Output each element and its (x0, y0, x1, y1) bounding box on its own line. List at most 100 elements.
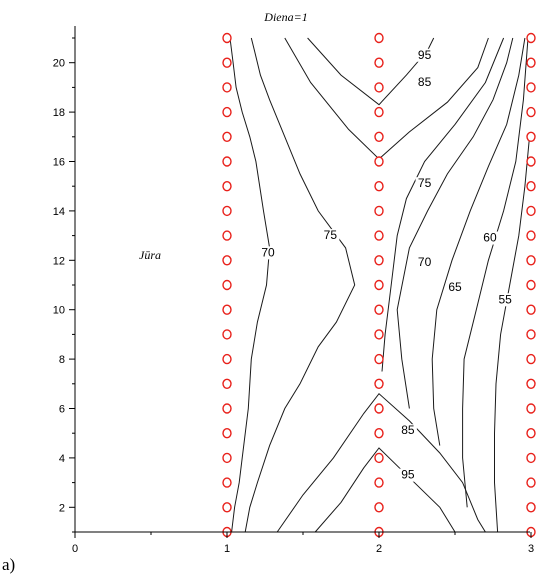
grid-point-marker (374, 205, 384, 217)
panel-label: a) (2, 555, 15, 574)
contour-line-65 (431, 37, 526, 446)
contour-line-55 (494, 136, 530, 533)
grid-point-marker (374, 378, 384, 389)
contour-label: 65 (446, 280, 464, 294)
grid-point-marker (222, 403, 232, 414)
grid-point-marker (526, 32, 536, 44)
y-tick-label: 14 (53, 206, 65, 218)
x-tick-label: 3 (528, 543, 534, 555)
grid-point-marker (374, 304, 384, 315)
grid-point-marker (526, 180, 536, 192)
contour-label-background (398, 468, 417, 482)
y-tick-label: 12 (53, 255, 65, 267)
grid-point-marker (374, 180, 384, 192)
contour-label: 55 (496, 292, 515, 307)
grid-point-marker (526, 403, 536, 414)
contour-label: 75 (321, 228, 340, 243)
contour-label: 75 (415, 176, 434, 191)
contour-label-text: 70 (261, 245, 275, 259)
grid-point-marker (526, 205, 536, 217)
grid-point-marker (374, 230, 384, 241)
contour-label-text: 95 (418, 48, 432, 62)
contour-line-60 (462, 37, 529, 508)
grid-point-marker (222, 279, 232, 291)
contour-label-background (446, 280, 464, 294)
grid-point-marker (374, 255, 384, 266)
contour-label-text: 85 (418, 75, 432, 89)
contour-line-75 (381, 37, 505, 372)
grid-point-marker (374, 156, 384, 167)
grid-point-marker (526, 279, 536, 291)
grid-point-marker (222, 452, 232, 464)
grid-point-marker (222, 230, 232, 241)
contour-label-text: 55 (498, 292, 512, 306)
grid-point-marker (222, 156, 232, 167)
contour-label-background (415, 75, 434, 89)
grid-point-marker (222, 304, 232, 315)
grid-point-marker (526, 106, 536, 118)
grid-point-marker (374, 329, 384, 340)
contour-line-70 (396, 37, 514, 409)
contour-line-95 (307, 37, 435, 106)
contour-label: 60 (480, 231, 499, 245)
grid-point-marker (222, 353, 232, 365)
contour-label-background (415, 177, 434, 191)
grid-point-marker (222, 205, 232, 217)
grid-point-marker (222, 378, 232, 389)
grid-point-marker (526, 477, 536, 488)
grid-point-marker (526, 57, 536, 68)
grid-point-marker (374, 428, 384, 439)
contour-line-85 (276, 392, 486, 533)
x-ticks: 0 1 2 3 (72, 532, 534, 555)
y-tick-label: 4 (59, 453, 65, 465)
contour-label-text: 70 (418, 255, 432, 269)
contour-label-text: 60 (483, 231, 497, 245)
grid-point-marker (526, 230, 536, 241)
contour-label-text: 65 (448, 280, 462, 294)
y-ticks: 2 4 6 8 10 12 14 16 18 20 (53, 37, 75, 533)
grid-point-marker (526, 156, 536, 167)
grid-point-marker (374, 353, 384, 365)
contour-line-75 (244, 37, 356, 533)
grid-point-marker (222, 57, 232, 68)
chart-title: Diena=1 (263, 10, 307, 24)
contour-label-text: 95 (401, 468, 415, 482)
contour-label-background (259, 246, 278, 260)
grid-point-marker (374, 477, 384, 488)
y-tick-label: 20 (53, 58, 65, 70)
contour-label-background (398, 424, 417, 438)
contour-label: 85 (398, 423, 417, 438)
y-tick-label: 2 (59, 502, 65, 514)
grid-point-marker (222, 428, 232, 439)
grid-point-marker (374, 57, 384, 68)
y-tick-label: 10 (53, 305, 65, 317)
grid-point-marker (526, 378, 536, 389)
grid-point-marker (374, 32, 384, 44)
region-label: Jūra (139, 248, 161, 262)
grid-point-marker (222, 477, 232, 488)
grid-point-marker (222, 106, 232, 118)
grid-point-marker (526, 131, 536, 143)
contour-line-95 (314, 447, 456, 533)
y-tick-label: 16 (53, 157, 65, 169)
grid-point-marker (374, 452, 384, 464)
grid-point-marker (222, 82, 232, 93)
grid-point-marker (526, 353, 536, 365)
grid-point-marker (374, 82, 384, 93)
grid-point-marker (526, 304, 536, 315)
grid-point-marker (374, 279, 384, 291)
contour-lines (229, 37, 530, 533)
grid-point-marker (222, 131, 232, 143)
contour-line-85 (284, 37, 489, 160)
contour-label: 95 (398, 468, 417, 482)
contour-value-labels: 70 75 95 85 75 70 65 60 55 85 95 (259, 48, 515, 482)
contour-label-text: 75 (324, 228, 338, 242)
grid-point-marker (526, 452, 536, 464)
contour-label-background (496, 293, 515, 307)
contour-label: 70 (259, 245, 278, 260)
x-tick-label: 1 (224, 543, 230, 555)
grid-point-marker (526, 502, 536, 513)
grid-point-marker (526, 82, 536, 93)
grid-point-marker (222, 502, 232, 513)
x-tick-label: 0 (72, 543, 78, 555)
